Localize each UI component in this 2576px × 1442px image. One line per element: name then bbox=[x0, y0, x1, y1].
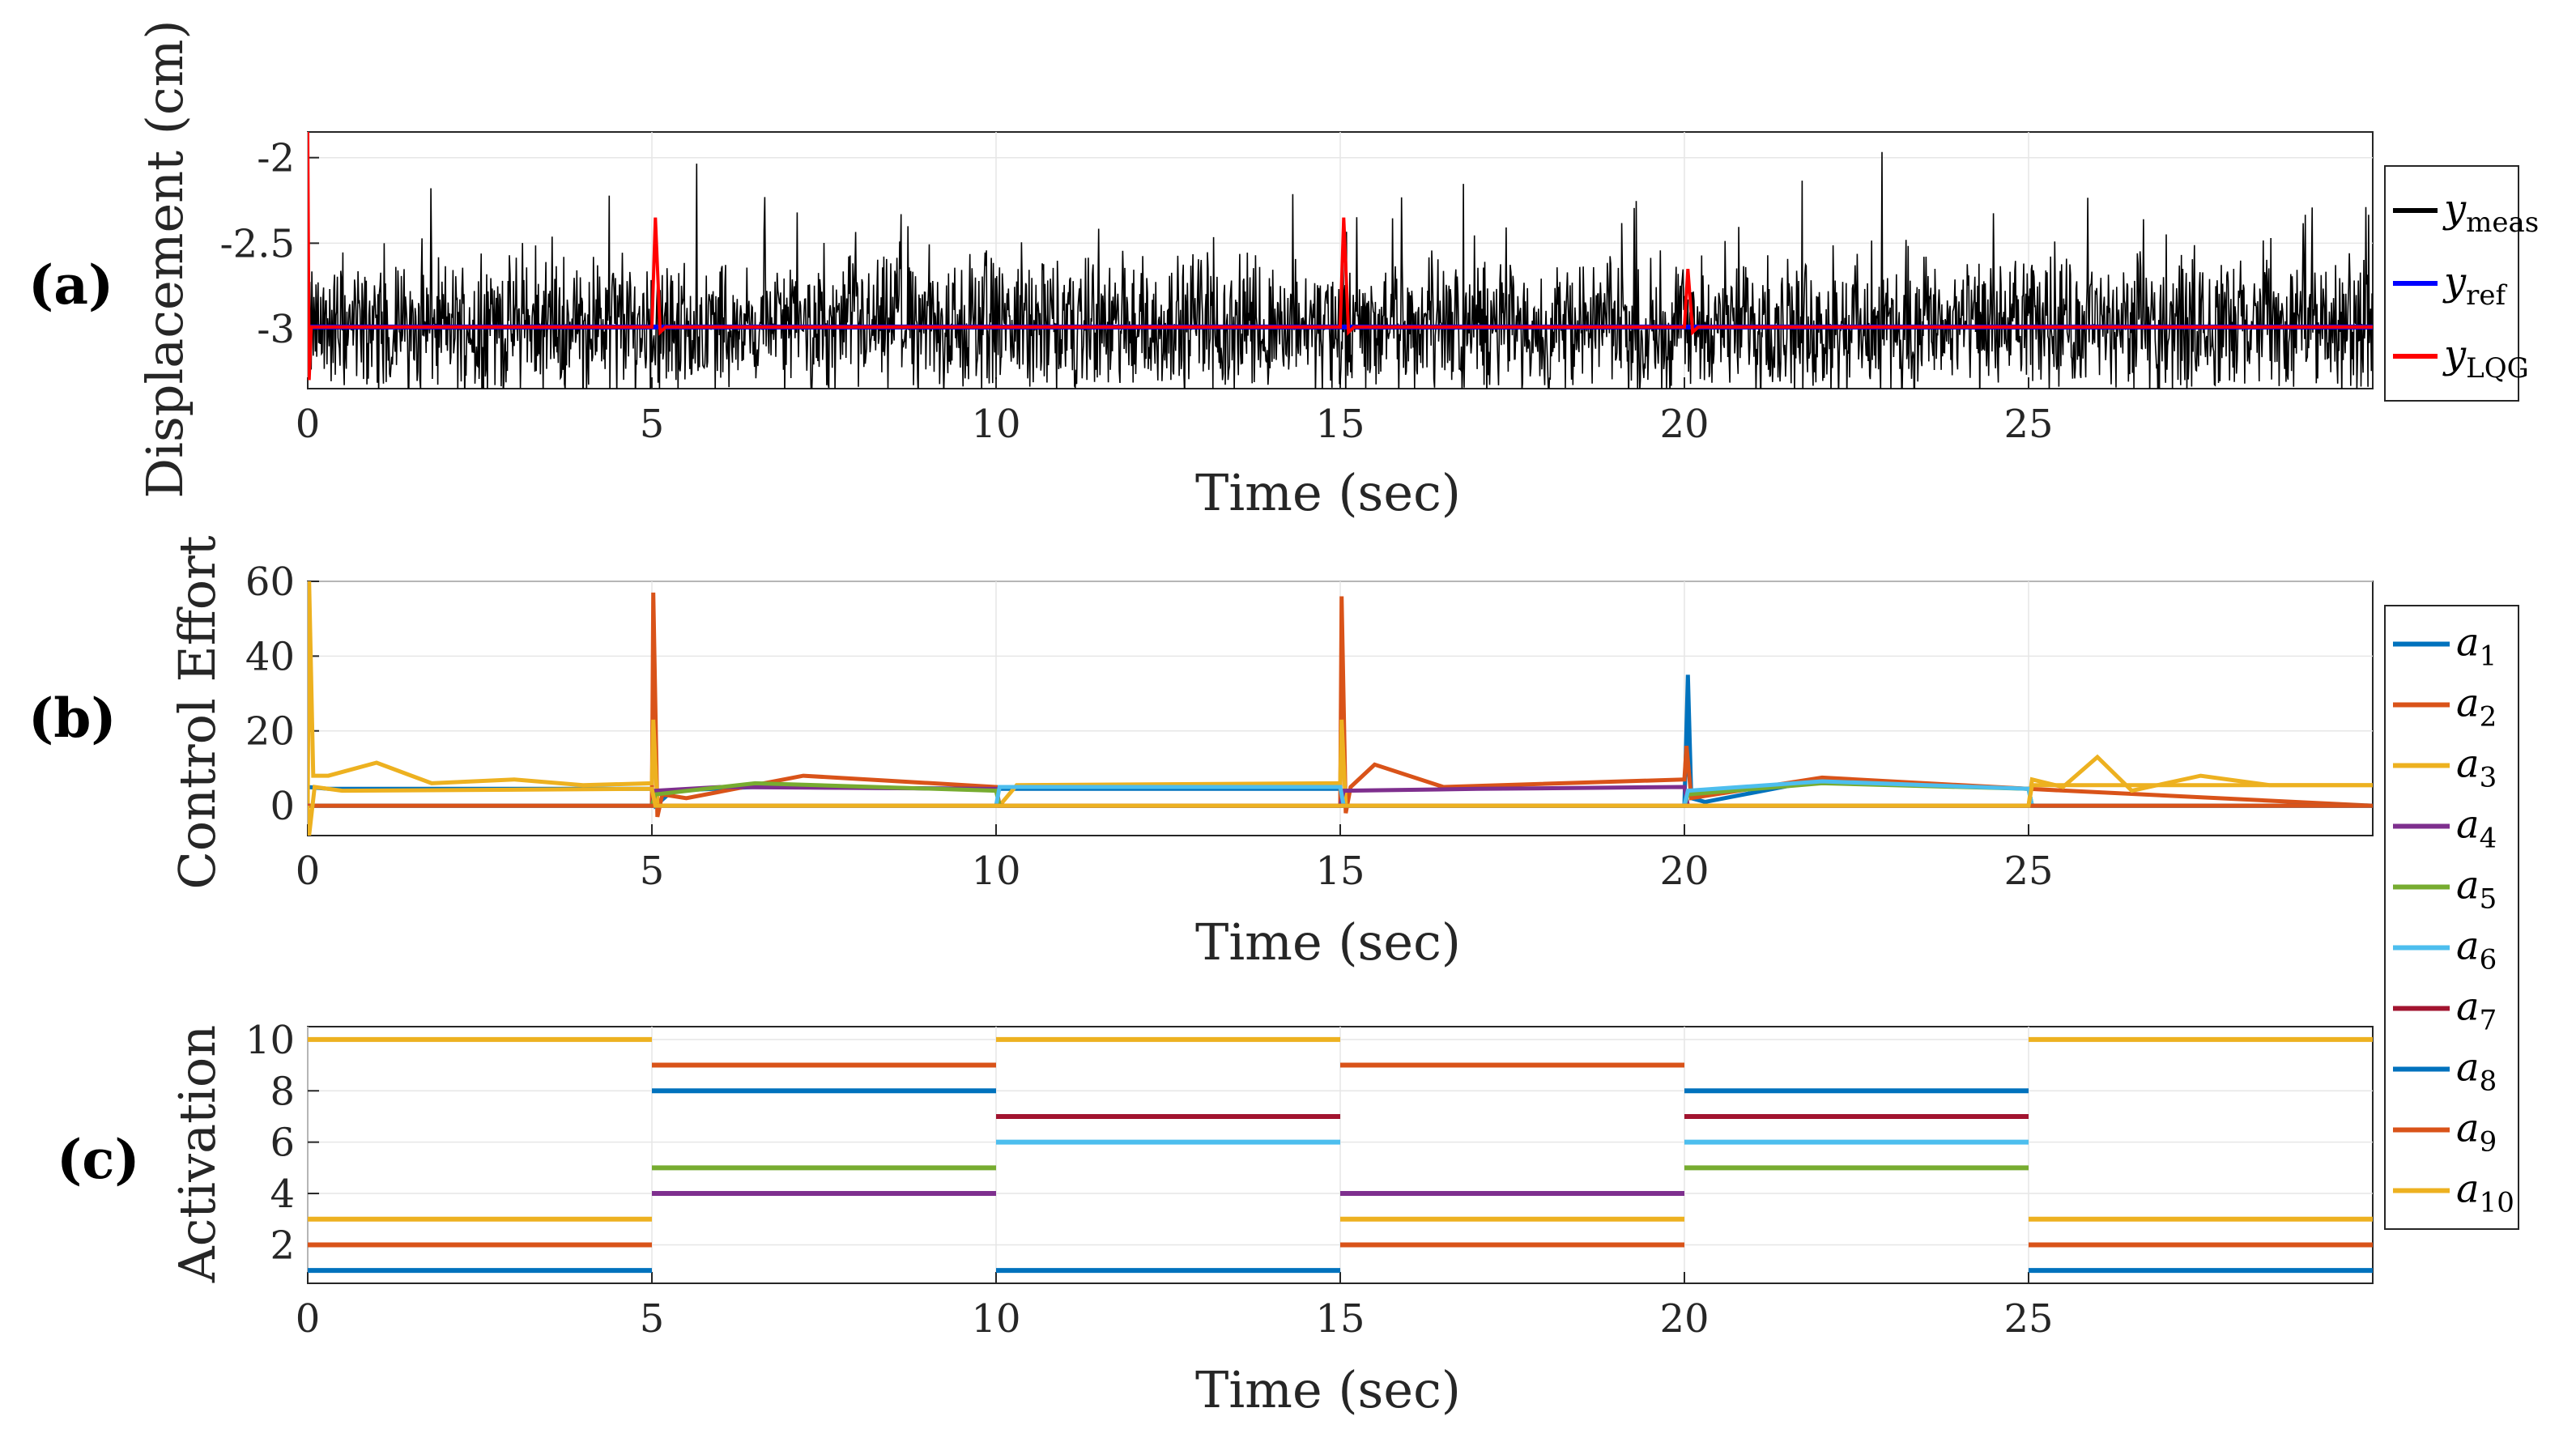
xtick-label: 5 bbox=[640, 1296, 665, 1342]
xtick-label: 0 bbox=[296, 1296, 321, 1342]
xtick-label: 20 bbox=[1659, 849, 1709, 894]
xlabel-a: Time (sec) bbox=[1195, 463, 1461, 522]
ytick-label: -2.5 bbox=[219, 221, 295, 266]
xtick-label: 5 bbox=[640, 849, 665, 894]
legend-box bbox=[2384, 605, 2519, 1230]
ytick-label: 8 bbox=[270, 1069, 295, 1114]
xlabel-c: Time (sec) bbox=[1195, 1360, 1461, 1419]
ytick-label: -3 bbox=[257, 307, 295, 352]
series-a2 bbox=[308, 592, 2373, 818]
panel-c: (c) Activation Time (sec) 0 5 10 15 20 25 2 4 6 8… bbox=[57, 1018, 2374, 1419]
xtick-label: 15 bbox=[1315, 1296, 1365, 1342]
xtick-label: 25 bbox=[2003, 402, 2053, 447]
ylabel-c: Activation bbox=[168, 1025, 227, 1283]
ytick-label: 20 bbox=[245, 709, 295, 755]
panel-a: (a) Displacement (cm) Time (sec) ymeasyr… bbox=[28, 19, 2539, 522]
ytick-label: 60 bbox=[245, 559, 295, 605]
xlabel-b: Time (sec) bbox=[1195, 912, 1461, 972]
xtick-label: 10 bbox=[971, 849, 1020, 894]
ytick-label: 0 bbox=[270, 784, 295, 829]
xtick-label: 20 bbox=[1659, 402, 1709, 447]
ytick-label: 2 bbox=[270, 1223, 295, 1268]
ytick-label: 6 bbox=[270, 1121, 295, 1166]
panel-b: (b) Control Effort Time (sec) a1a2a3a4a5… bbox=[28, 535, 2519, 1230]
xtick-label: 20 bbox=[1659, 1296, 1709, 1342]
panel-label-a: (a) bbox=[28, 253, 113, 317]
panel-label-b: (b) bbox=[28, 687, 117, 750]
series-y-meas bbox=[308, 151, 2373, 389]
xtick-label: 10 bbox=[971, 402, 1020, 447]
series-group-b bbox=[308, 581, 2373, 836]
xtick-label: 5 bbox=[640, 402, 665, 447]
series-a10 bbox=[308, 783, 2373, 836]
xtick-label: 25 bbox=[2003, 1296, 2053, 1342]
legend-entry: a1 bbox=[2456, 620, 2497, 673]
xtick-label: 0 bbox=[296, 402, 321, 447]
ytick-label: -2 bbox=[257, 136, 295, 181]
ylabel-a: Displacement (cm) bbox=[135, 19, 194, 498]
series-y-lqg bbox=[308, 132, 2373, 381]
series-group-a bbox=[308, 132, 2373, 389]
xtick-label: 15 bbox=[1315, 849, 1365, 894]
xtick-label: 0 bbox=[296, 849, 321, 894]
ytick-label: 40 bbox=[245, 634, 295, 679]
ytick-label: 10 bbox=[245, 1018, 295, 1063]
ylabel-b: Control Effort bbox=[168, 535, 227, 889]
xtick-label: 15 bbox=[1315, 402, 1365, 447]
series-group-c bbox=[308, 1036, 2373, 1274]
ytick-label: 4 bbox=[270, 1172, 295, 1217]
xtick-label: 10 bbox=[971, 1296, 1020, 1342]
xtick-label: 25 bbox=[2003, 849, 2053, 894]
panel-label-c: (c) bbox=[57, 1128, 140, 1191]
